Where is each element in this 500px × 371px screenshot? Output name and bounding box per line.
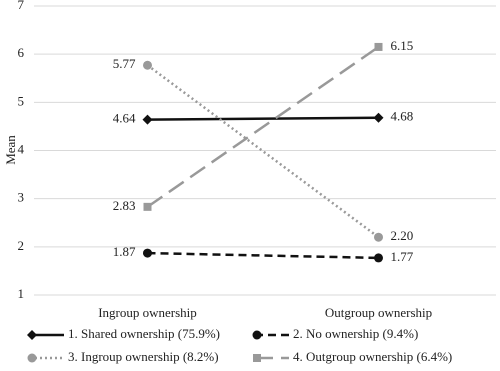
- value-label: 2.83: [113, 198, 136, 213]
- value-label: 1.87: [113, 244, 136, 259]
- y-tick-label: 1: [18, 286, 25, 301]
- value-label: 2.20: [391, 228, 414, 243]
- y-tick-label: 3: [18, 190, 25, 205]
- series-line: [147, 251, 379, 260]
- legend-marker: [27, 330, 37, 340]
- legend-label: 4. Outgroup ownership (6.4%): [293, 349, 452, 364]
- legend-label: 3. Ingroup ownership (8.2%): [68, 349, 219, 364]
- y-tick-label: 6: [18, 45, 25, 60]
- legend-label: 1. Shared ownership (75.9%): [68, 326, 220, 341]
- series-line: [146, 45, 380, 208]
- y-tick-label: 4: [18, 141, 25, 156]
- data-point: [374, 232, 383, 242]
- data-point: [374, 253, 383, 263]
- y-tick-label: 2: [18, 238, 25, 253]
- value-label: 5.77: [113, 56, 136, 71]
- legend-marker: [27, 353, 37, 363]
- y-axis-label: Mean: [3, 135, 18, 165]
- data-point: [143, 248, 152, 258]
- value-label: 6.15: [391, 38, 414, 53]
- x-tick-label: Outgroup ownership: [325, 305, 432, 320]
- x-tick-label: Ingroup ownership: [98, 305, 197, 320]
- series-line: [147, 116, 379, 121]
- value-label: 1.77: [391, 249, 414, 264]
- data-point: [374, 42, 383, 51]
- legend-marker: [252, 330, 262, 340]
- value-label: 4.68: [391, 109, 414, 124]
- legend-label: 2. No ownership (9.4%): [293, 326, 418, 341]
- legend-marker: [253, 354, 261, 362]
- data-point: [142, 114, 153, 125]
- data-point: [143, 60, 152, 70]
- data-point: [373, 112, 384, 123]
- series-line: [146, 64, 380, 239]
- value-label: 4.64: [113, 111, 136, 126]
- y-tick-label: 7: [18, 0, 25, 12]
- data-point: [143, 202, 152, 211]
- y-tick-label: 5: [18, 93, 25, 108]
